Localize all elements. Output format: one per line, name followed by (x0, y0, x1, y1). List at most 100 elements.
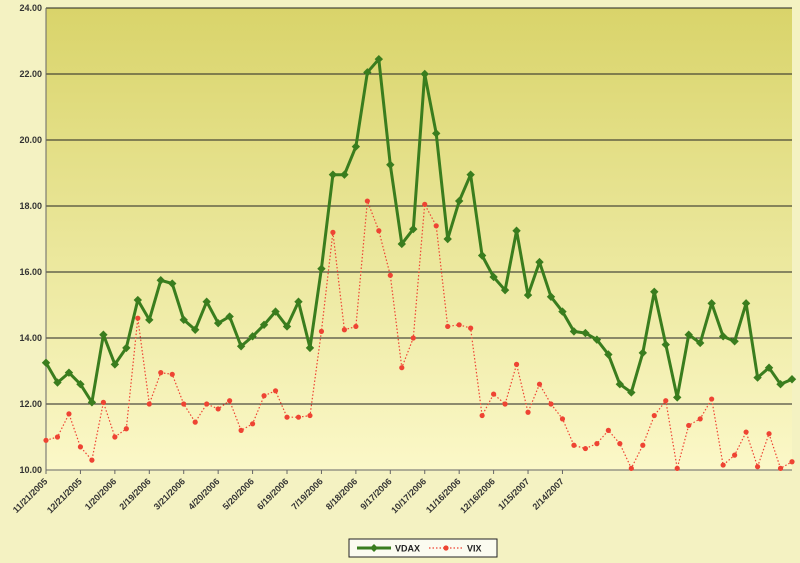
legend-label-vix: VIX (467, 544, 482, 554)
vdax-point (650, 287, 659, 296)
vix-point (513, 361, 520, 367)
vix-point (341, 327, 347, 333)
vdax-point (638, 348, 647, 358)
vdax-point (305, 343, 315, 353)
vdax-point (730, 337, 739, 346)
vdax-point (615, 380, 625, 389)
vdax-point (133, 295, 143, 305)
vdax-point (443, 234, 452, 244)
vdax-point (420, 69, 429, 79)
legend-box (348, 538, 498, 558)
vdax-point (282, 322, 292, 331)
vdax-point (546, 292, 556, 301)
x-tick-label: 7/19/2006 (289, 476, 324, 511)
vdax-point (512, 226, 521, 235)
vix-point (181, 401, 187, 407)
vdax-point (695, 338, 705, 348)
vdax-point (535, 257, 544, 267)
vix-point (571, 442, 577, 448)
vdax-point (776, 380, 785, 389)
vdax-point (248, 332, 257, 341)
vdax-point (707, 299, 716, 308)
vix-point (261, 393, 267, 399)
vix-point (353, 323, 359, 330)
vix-point (330, 229, 336, 235)
y-tick-label: 14.00 (19, 333, 42, 343)
vix-point (399, 365, 405, 371)
x-tick-label: 4/20/2006 (186, 476, 221, 511)
x-tick-label: 2/14/2007 (530, 476, 565, 511)
vix-point (433, 223, 439, 229)
x-tick-label: 10/17/2006 (389, 476, 428, 515)
vdax-point (351, 142, 361, 151)
vix-point (743, 429, 749, 435)
vdax-point (753, 373, 762, 382)
vix-point (445, 323, 451, 330)
vdax-point (432, 129, 441, 138)
vdax-point (76, 380, 85, 389)
vdax-point (374, 54, 384, 64)
vix-point (491, 391, 497, 397)
vix-point (364, 198, 370, 204)
vix-point (112, 434, 118, 440)
x-tick-label: 9/17/2006 (358, 476, 393, 511)
legend: VDAX VIX (348, 538, 498, 558)
vix-point (709, 396, 715, 402)
vix-point (123, 426, 129, 432)
vix-point (502, 401, 508, 407)
vdax-point (558, 307, 567, 316)
vix-point (766, 431, 772, 437)
vix-point (732, 452, 738, 458)
vix-point (238, 427, 244, 433)
vix-point (376, 228, 382, 234)
vdax-point (454, 196, 464, 206)
vix-point (77, 444, 84, 450)
vdax-point (328, 170, 338, 179)
x-tick-label: 1/20/2006 (83, 476, 118, 511)
vix-point (559, 416, 566, 422)
vix-point (479, 412, 485, 419)
vix-point (663, 398, 669, 404)
vdax-point (340, 170, 349, 179)
vix-point (582, 445, 589, 452)
vix-point (272, 388, 279, 394)
vdax-point (191, 325, 200, 334)
vix-point (605, 427, 611, 433)
vix-point (628, 465, 634, 471)
vdax-point (53, 378, 62, 387)
legend-marker-vix (443, 545, 449, 551)
vix-point (169, 371, 175, 377)
vdax-point (477, 251, 487, 260)
vix-point (686, 422, 692, 429)
vdax-point (99, 330, 108, 339)
vix-point (54, 434, 61, 440)
vdax-point (110, 360, 120, 369)
y-tick-label: 10.00 (19, 465, 42, 475)
series-line-vix (45, 200, 793, 470)
x-tick-label: 1/15/2007 (496, 476, 531, 511)
vdax-point (271, 307, 280, 316)
vix-point (318, 328, 325, 334)
vix-point (697, 416, 703, 422)
vdax-point (409, 224, 418, 234)
vdax-point (787, 375, 797, 384)
y-axis: 10.00 12.00 14.00 16.00 18.00 20.00 22.00 24.00 (19, 3, 792, 475)
vix-point (192, 419, 198, 425)
vdax-point (213, 318, 223, 328)
vdax-point (718, 332, 728, 341)
vdax-point (741, 299, 751, 308)
vdax-point (581, 328, 590, 338)
vdax-point (764, 363, 774, 372)
vdax-point (122, 343, 131, 353)
y-tick-label: 22.00 (19, 69, 42, 79)
vdax-point (489, 272, 498, 282)
x-tick-label: 8/18/2006 (324, 476, 359, 511)
vdax-point (294, 297, 303, 306)
vdax-point (684, 330, 693, 339)
vix-point (227, 398, 233, 404)
vix-point (387, 272, 393, 278)
vdax-point (592, 335, 602, 344)
vdax-point (604, 350, 613, 359)
